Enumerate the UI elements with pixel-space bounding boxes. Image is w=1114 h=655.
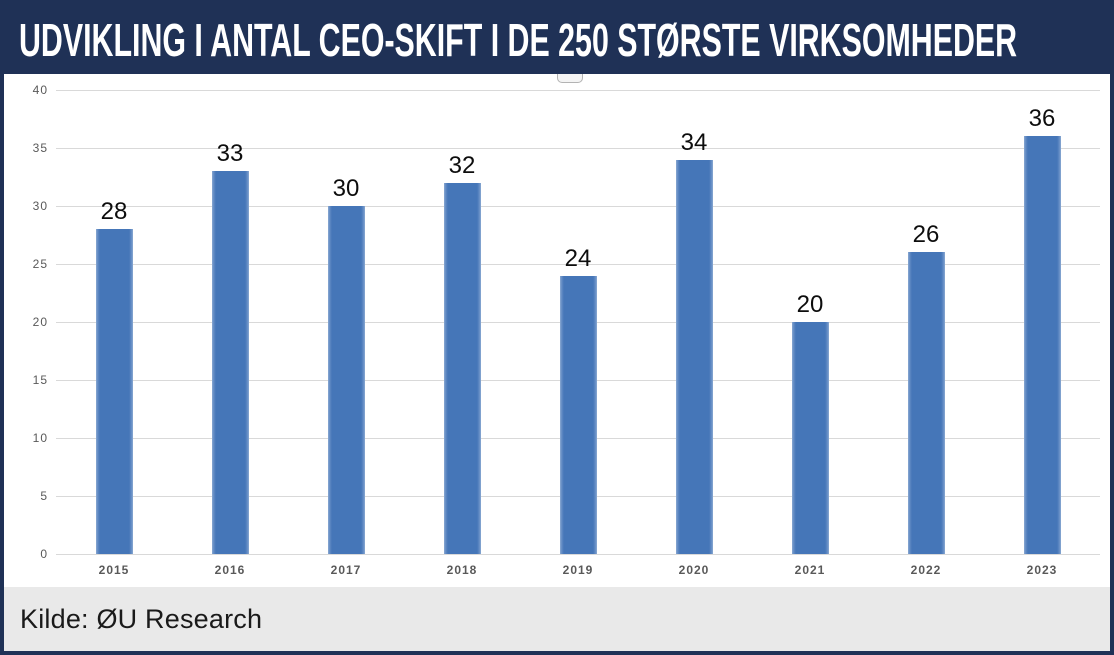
gridline (56, 263, 1100, 265)
bar-value-label: 20 (796, 291, 824, 318)
bar-cell-2020: 34 (636, 90, 752, 554)
bar-cell-2016: 33 (172, 90, 288, 554)
window-handle-icon (557, 74, 583, 83)
bar-2017 (327, 206, 365, 554)
x-axis-tick-label: 2023 (1026, 563, 1058, 577)
bar-value-label: 34 (680, 128, 708, 156)
bar-2015 (95, 229, 133, 554)
gridline (56, 89, 1100, 91)
bar-2022 (907, 252, 945, 554)
y-axis-tick-label: 25 (32, 257, 48, 271)
gridline (56, 553, 1100, 555)
bar-cell-2015: 28 (56, 90, 172, 554)
gridline (56, 147, 1100, 149)
y-axis-tick-label: 5 (40, 489, 48, 503)
y-axis-tick-label: 15 (32, 373, 48, 387)
bar-value-label: 24 (564, 244, 592, 272)
bar-2018 (443, 182, 481, 554)
x-axis-tick-label: 2018 (446, 563, 478, 577)
y-axis-tick-label: 0 (40, 547, 48, 561)
bar-2016 (211, 171, 249, 554)
title-bar: UDVIKLING I ANTAL CEO-SKIFT I DE 250 STØ… (4, 4, 1110, 74)
bar-cell-2019: 24 (520, 90, 636, 554)
x-axis-tick-label: 2016 (214, 563, 246, 577)
y-axis-tick-label: 40 (32, 83, 48, 97)
y-axis-tick-label: 10 (32, 431, 48, 445)
bar-value-label: 33 (216, 140, 244, 168)
bar-2020 (675, 159, 713, 554)
y-axis-tick-label: 20 (32, 315, 48, 329)
x-axis-tick-label: 2021 (794, 563, 826, 577)
bar-cell-2018: 32 (404, 90, 520, 554)
x-axis-tick-label: 2022 (910, 563, 942, 577)
footer: Kilde: ØU Research (4, 587, 1110, 651)
bar-value-label: 36 (1028, 105, 1056, 133)
bar-2021 (791, 322, 829, 554)
plot-area: 0 5 10 15 20 25 30 35 40 28 33 30 32 24 34 20 26 36 2015 2… (33, 83, 1100, 577)
bar-cell-2021: 20 (752, 90, 868, 554)
page-title: UDVIKLING I ANTAL CEO-SKIFT I DE 250 STØ… (19, 14, 1018, 66)
bar-value-label: 26 (912, 221, 940, 249)
bar-cell-2017: 30 (288, 90, 404, 554)
y-axis-tick-label: 35 (32, 141, 48, 155)
bars-row: 28 33 30 32 24 34 20 26 36 (56, 90, 1100, 554)
source-text: Kilde: ØU Research (20, 603, 263, 634)
y-axis-tick-label: 30 (32, 199, 48, 213)
gridline (56, 205, 1100, 207)
x-axis-tick-label: 2020 (678, 563, 710, 577)
bar-2023 (1023, 136, 1061, 554)
bar-value-label: 30 (332, 175, 360, 202)
x-axis: 2015 2016 2017 2018 2019 2020 2021 2022 2023 (56, 554, 1100, 577)
bar-cell-2022: 26 (868, 90, 984, 554)
bar-cell-2023: 36 (984, 90, 1100, 554)
x-axis-tick-label: 2015 (98, 563, 130, 577)
x-axis-tick-label: 2017 (330, 563, 362, 577)
bar-2019 (559, 275, 597, 554)
chart-region: 0 5 10 15 20 25 30 35 40 28 33 30 32 24 34 20 26 36 2015 2… (4, 74, 1110, 587)
bar-value-label: 28 (100, 198, 128, 226)
bar-value-label: 32 (448, 151, 476, 179)
x-axis-tick-label: 2019 (562, 563, 594, 577)
